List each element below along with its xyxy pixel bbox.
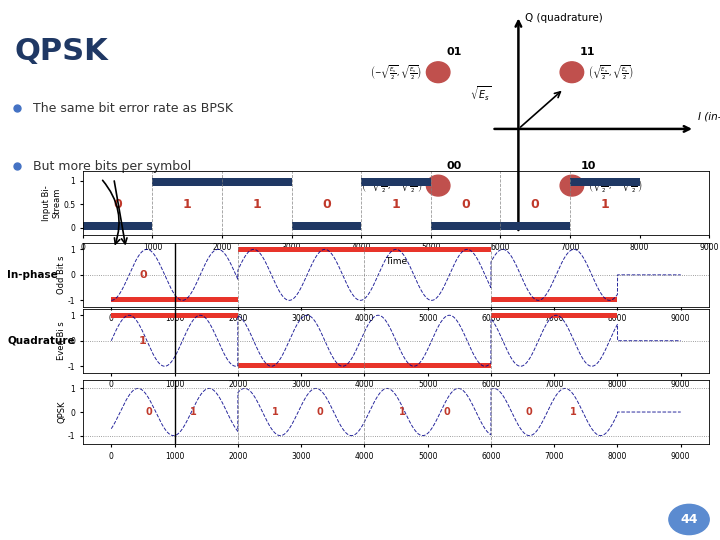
Text: 1: 1 xyxy=(272,407,279,417)
Text: $\left(\sqrt{\frac{E_s}{2}},-\sqrt{\frac{E_s}{2}}\right)$: $\left(\sqrt{\frac{E_s}{2}},-\sqrt{\frac… xyxy=(588,176,643,195)
Text: 0: 0 xyxy=(146,407,153,417)
Text: But more bits per symbol: But more bits per symbol xyxy=(32,160,191,173)
Text: $\left(-\sqrt{\frac{E_s}{2}},\sqrt{\frac{E_s}{2}}\right)$: $\left(-\sqrt{\frac{E_s}{2}},\sqrt{\frac… xyxy=(370,63,422,82)
Text: 10: 10 xyxy=(580,160,595,171)
Text: 1: 1 xyxy=(190,407,197,417)
Y-axis label: Input Bi-
Stream: Input Bi- Stream xyxy=(42,185,62,221)
X-axis label: Time: Time xyxy=(385,257,407,266)
Text: 0: 0 xyxy=(444,407,450,417)
Text: QPSK: QPSK xyxy=(14,37,108,66)
Text: 01: 01 xyxy=(446,47,462,57)
Text: 1: 1 xyxy=(183,198,192,211)
Text: Quadrature: Quadrature xyxy=(7,336,75,346)
Text: 1: 1 xyxy=(399,407,405,417)
Text: 0: 0 xyxy=(322,198,330,211)
Text: 0: 0 xyxy=(462,198,470,211)
Text: 0: 0 xyxy=(317,407,323,417)
Text: $\left(-\sqrt{\frac{E_s}{2}},-\sqrt{\frac{E_s}{2}}\right)$: $\left(-\sqrt{\frac{E_s}{2}},-\sqrt{\fra… xyxy=(361,176,422,195)
Text: $\sqrt{E_s}$: $\sqrt{E_s}$ xyxy=(470,84,492,103)
Text: 00: 00 xyxy=(446,160,462,171)
Text: 1: 1 xyxy=(600,198,609,211)
Y-axis label: Odd Bit s: Odd Bit s xyxy=(58,255,66,294)
Text: 1: 1 xyxy=(392,198,400,211)
Text: I (in-phase): I (in-phase) xyxy=(698,112,720,122)
Text: The same bit error rate as BPSK: The same bit error rate as BPSK xyxy=(32,102,233,114)
Text: Q (quadrature): Q (quadrature) xyxy=(525,13,603,23)
Y-axis label: Even Bi s: Even Bi s xyxy=(58,321,66,360)
Circle shape xyxy=(560,175,584,196)
Y-axis label: QPSK: QPSK xyxy=(58,401,66,423)
Circle shape xyxy=(426,62,450,83)
Circle shape xyxy=(560,62,584,83)
Text: 1: 1 xyxy=(253,198,261,211)
Text: 1: 1 xyxy=(139,336,147,346)
Text: 0: 0 xyxy=(531,198,539,211)
Text: $\left(\sqrt{\frac{E_s}{2}},\sqrt{\frac{E_s}{2}}\right)$: $\left(\sqrt{\frac{E_s}{2}},\sqrt{\frac{… xyxy=(588,63,634,82)
Text: 44: 44 xyxy=(680,513,698,526)
Text: In-phase: In-phase xyxy=(7,270,58,280)
Text: 0: 0 xyxy=(526,407,532,417)
Circle shape xyxy=(426,175,450,196)
Text: 0: 0 xyxy=(139,270,147,280)
Text: 0: 0 xyxy=(113,198,122,211)
Text: 1: 1 xyxy=(570,407,577,417)
Text: 11: 11 xyxy=(580,47,595,57)
